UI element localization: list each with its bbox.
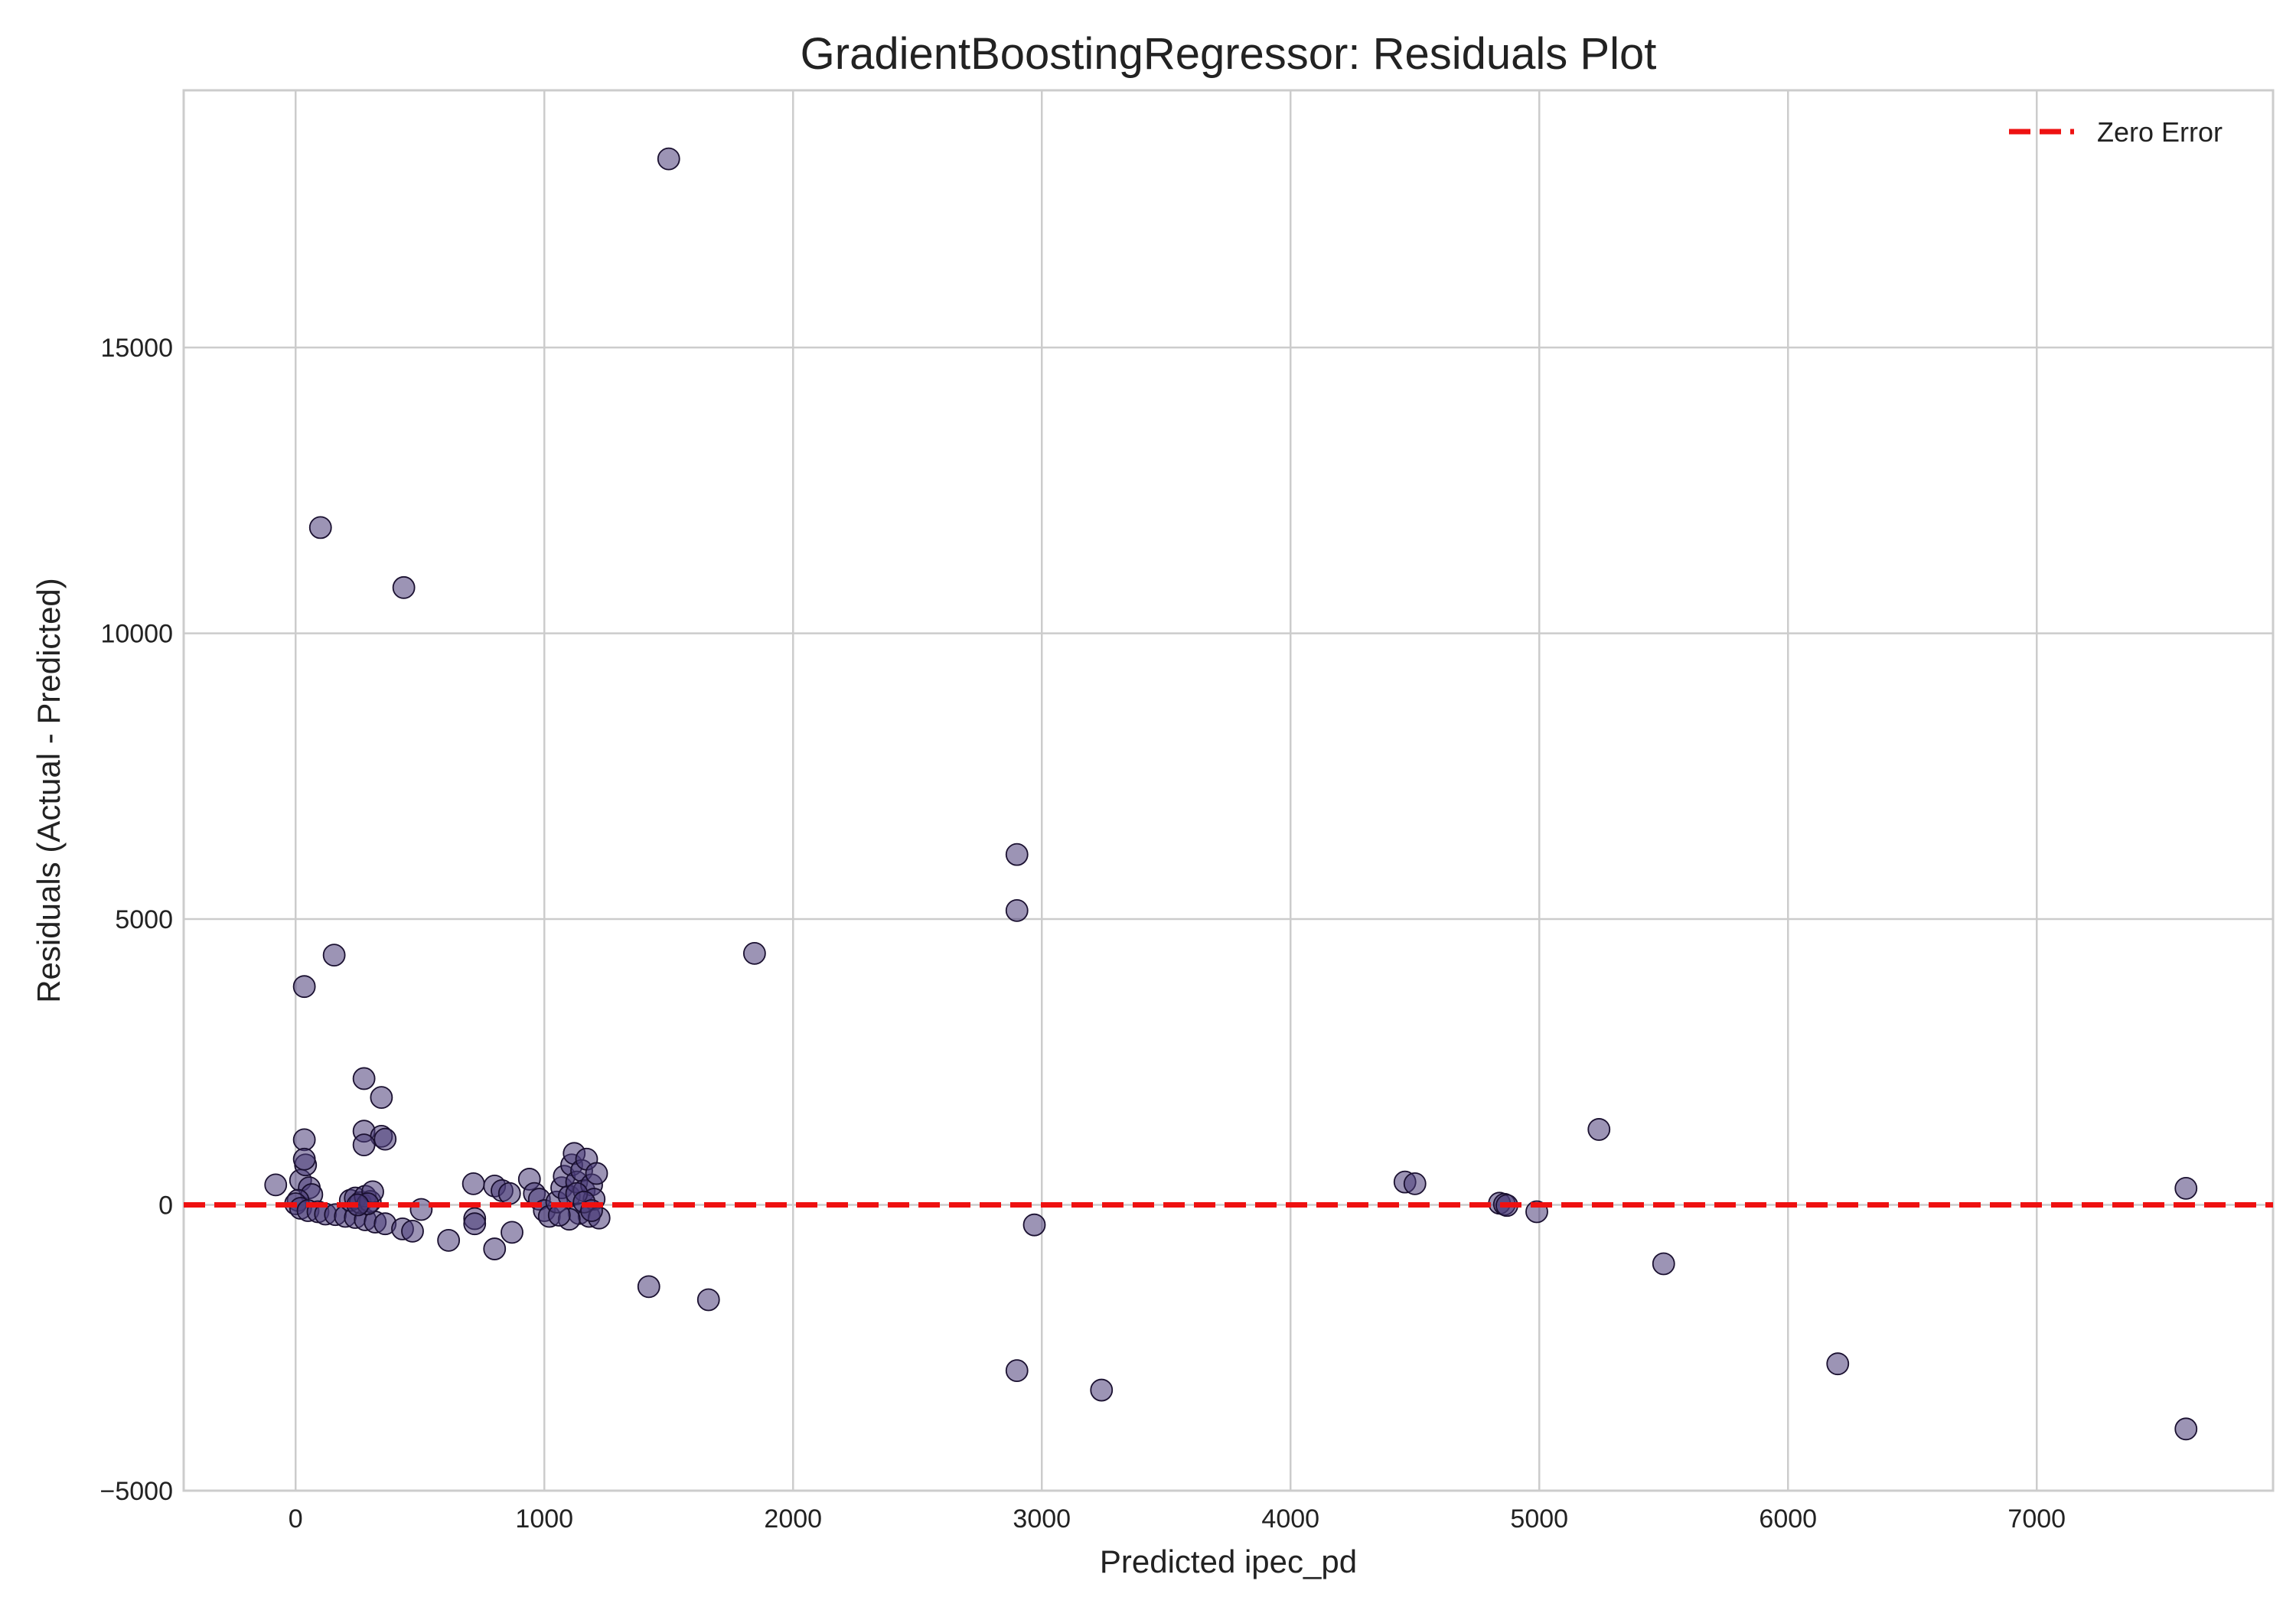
data-point [373,1127,397,1151]
legend: Zero Error [2009,116,2223,148]
x-tick-label: 6000 [1759,1504,1817,1534]
data-point [501,1221,523,1244]
y-tick-label: 0 [158,1191,173,1221]
data-point [461,1172,485,1195]
data-point [497,1182,521,1205]
x-tick-label: 2000 [764,1504,822,1534]
y-tick-label: 5000 [115,905,173,934]
x-tick-label: 1000 [515,1504,573,1534]
data-point [1587,1118,1611,1141]
data-point [637,1275,660,1299]
y-tick-label: 10000 [100,620,173,649]
data-point [370,1086,393,1110]
data-point [308,516,332,539]
y-tick-label: −5000 [100,1477,174,1506]
data-point [1090,1378,1114,1402]
data-point [1826,1352,1850,1376]
plot-frame [182,89,2275,1492]
data-point [483,1237,507,1260]
x-tick-label: 5000 [1510,1504,1568,1534]
x-tick-label: 4000 [1261,1504,1319,1534]
data-point [742,941,766,965]
x-axis-label: Predicted ipec_pd [1100,1543,1357,1579]
data-point [409,1198,433,1221]
data-point [463,1212,487,1236]
data-point [401,1219,424,1243]
data-point [2174,1417,2198,1441]
scatter-points [264,147,2198,1441]
x-tick-label: 3000 [1013,1504,1071,1534]
data-point [547,1204,571,1227]
tick-labels: 0 1000 2000 3000 4000 5000 6000 7000 −5000 0 5000 1… [100,334,2066,1534]
y-axis-label: Residuals (Actual - Predicted) [31,578,67,1003]
chart-title: GradientBoostingRegressor: Residuals Plo… [801,29,1657,79]
legend-label-zero-error: Zero Error [2097,116,2223,148]
data-point [352,1133,376,1157]
data-point [2174,1176,2198,1200]
data-point [657,147,680,171]
data-point [264,1173,288,1197]
data-point [585,1162,608,1185]
data-point [292,975,316,999]
x-tick-label: 0 [289,1504,303,1534]
data-point [292,1128,316,1152]
data-point [392,575,416,599]
data-point [1403,1172,1427,1195]
data-point [696,1288,720,1312]
data-point [322,944,346,967]
x-tick-label: 7000 [2007,1504,2066,1534]
data-point [1022,1213,1046,1237]
data-point [292,1147,316,1171]
data-point [1652,1252,1675,1276]
y-tick-label: 15000 [100,334,173,363]
data-point [352,1067,376,1090]
data-point [1005,898,1029,922]
data-point [1005,843,1029,866]
data-point [1005,1359,1029,1383]
data-point [437,1228,461,1252]
